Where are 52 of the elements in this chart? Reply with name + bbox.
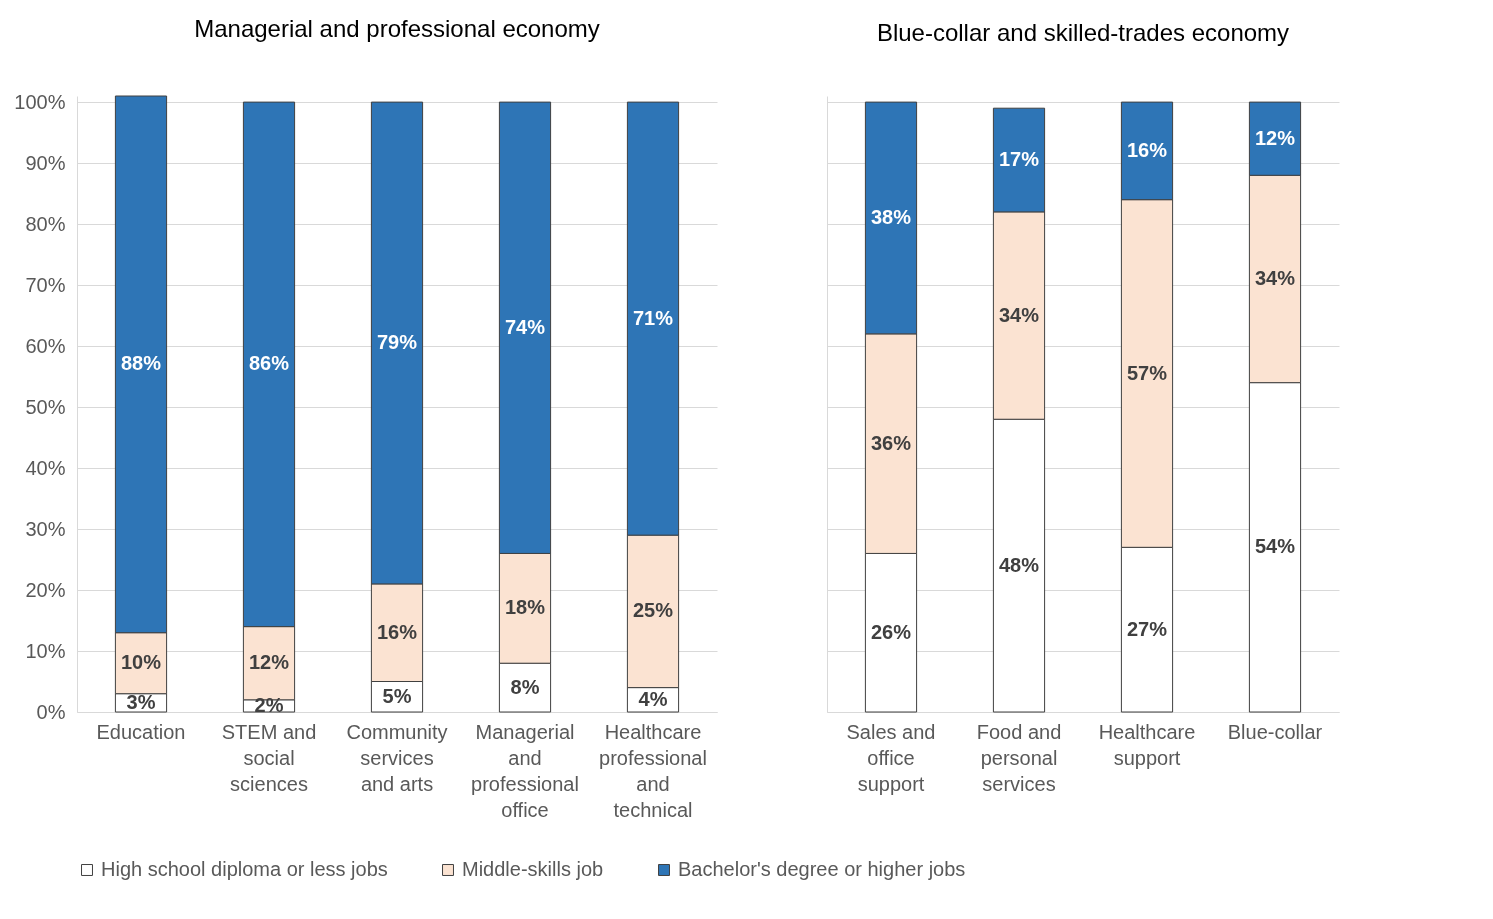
legend-label: Bachelor's degree or higher jobs (678, 858, 966, 880)
y-tick-label: 20% (25, 578, 66, 601)
y-tick-label: 90% (25, 151, 66, 174)
legend-label: Middle-skills job (462, 858, 604, 880)
x-tick-label: Community services and arts (346, 720, 448, 795)
data-label: 16% (376, 620, 418, 643)
y-tick-label: 40% (25, 456, 66, 479)
chart-title: Blue-collar and skilled-trades economy (876, 19, 1290, 46)
x-tick-label: Healthcare support (1098, 720, 1196, 769)
data-label: 25% (632, 599, 674, 622)
data-label: 18% (504, 596, 546, 619)
x-tick-label: Food and personal services (976, 720, 1062, 795)
data-label: 71% (632, 306, 674, 329)
data-label: 10% (120, 651, 162, 674)
data-label: 54% (1254, 535, 1296, 558)
data-label: 38% (870, 205, 912, 228)
data-label: 34% (998, 303, 1040, 326)
x-tick-label: STEM and social sciences (221, 720, 317, 795)
x-tick-label: Healthcare professional and technical (599, 720, 707, 821)
chart-title: Managerial and professional economy (194, 15, 600, 43)
x-tick-label: Blue-collar (1227, 720, 1323, 743)
data-label: 4% (638, 687, 668, 710)
x-tick-label: Education (96, 720, 186, 743)
y-tick-label: 80% (25, 212, 66, 235)
data-label: 88% (120, 352, 162, 375)
data-label: 57% (1126, 361, 1168, 384)
y-tick-label: 10% (25, 639, 66, 662)
data-label: 2% (254, 693, 284, 716)
data-label: 27% (1126, 617, 1168, 640)
data-label: 5% (382, 684, 412, 707)
data-label: 79% (376, 331, 418, 354)
data-label: 8% (510, 675, 540, 698)
y-tick-label: 50% (25, 395, 66, 418)
legend-label: High school diploma or less jobs (101, 858, 388, 880)
data-label: 3% (126, 690, 156, 713)
data-label: 26% (870, 620, 912, 643)
x-tick-label: Sales and office support (846, 720, 936, 795)
y-tick-label: 0% (36, 700, 66, 723)
x-tick-label: Managerial and professional office (471, 720, 579, 821)
y-tick-label: 60% (25, 334, 66, 357)
data-label: 86% (248, 352, 290, 375)
data-label: 12% (1254, 126, 1296, 149)
y-tick-label: 70% (25, 273, 66, 296)
y-tick-label: 100% (14, 90, 66, 113)
y-tick-label: 30% (25, 517, 66, 540)
data-label: 48% (998, 553, 1040, 576)
data-label: 36% (870, 431, 912, 454)
data-label: 12% (248, 651, 290, 674)
data-label: 17% (998, 148, 1040, 171)
data-label: 74% (504, 315, 546, 338)
data-label: 16% (1126, 138, 1168, 161)
data-label: 34% (1254, 266, 1296, 289)
